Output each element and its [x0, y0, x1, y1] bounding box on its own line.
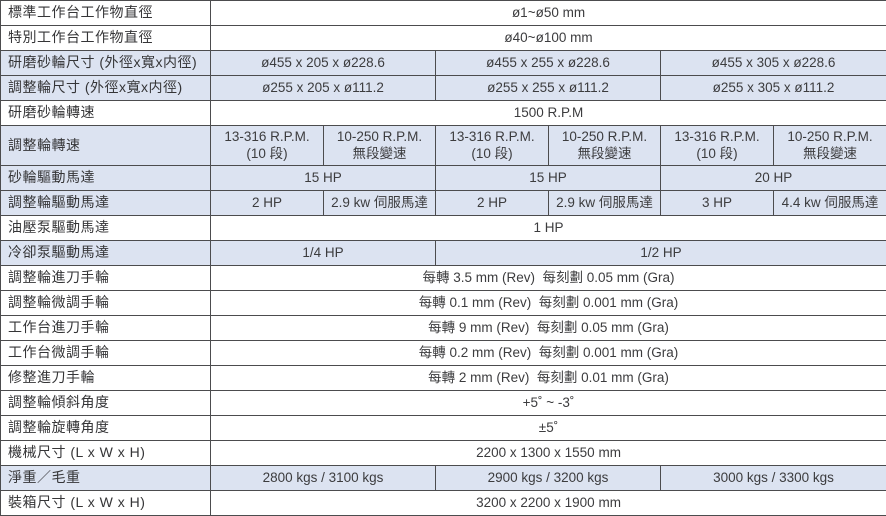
spec-value: 10-250 R.P.M. 無段變速	[774, 126, 886, 166]
spec-value: 1/4 HP	[211, 241, 436, 266]
spec-label: 裝箱尺寸 (L x W x H)	[1, 491, 211, 516]
spec-label: 調整輪微調手輪	[1, 291, 211, 316]
spec-row: 調整輪傾斜角度+5˚ ~ -3˚	[1, 391, 886, 416]
spec-label: 修整進刀手輪	[1, 366, 211, 391]
spec-value: 1500 R.P.M	[211, 101, 886, 126]
spec-value: ø455 x 255 x ø228.6	[436, 51, 661, 76]
spec-value: 每轉 3.5 mm (Rev) 每刻劃 0.05 mm (Gra)	[211, 266, 886, 291]
spec-value: 3200 x 2200 x 1900 mm	[211, 491, 886, 516]
spec-value: 2200 x 1300 x 1550 mm	[211, 441, 886, 466]
spec-label: 研磨砂輪尺寸 (外徑x寬x内徑)	[1, 51, 211, 76]
spec-value: 1/2 HP	[436, 241, 886, 266]
spec-value: ø255 x 205 x ø111.2	[211, 76, 436, 101]
spec-value: ø455 x 205 x ø228.6	[211, 51, 436, 76]
spec-value: ø255 x 305 x ø111.2	[661, 76, 886, 101]
spec-row: 調整輪微調手輪每轉 0.1 mm (Rev) 每刻劃 0.001 mm (Gra…	[1, 291, 886, 316]
spec-value: 10-250 R.P.M. 無段變速	[549, 126, 661, 166]
spec-value: 3 HP	[661, 191, 774, 216]
spec-value: 2.9 kw 伺服馬達	[549, 191, 661, 216]
spec-label: 調整輪尺寸 (外徑x寬x内徑)	[1, 76, 211, 101]
spec-value: 2900 kgs / 3200 kgs	[436, 466, 661, 491]
spec-value: 15 HP	[436, 166, 661, 191]
spec-value: 每轉 0.1 mm (Rev) 每刻劃 0.001 mm (Gra)	[211, 291, 886, 316]
spec-label: 工作台進刀手輪	[1, 316, 211, 341]
spec-label: 調整輪傾斜角度	[1, 391, 211, 416]
spec-row: 工作台進刀手輪每轉 9 mm (Rev) 每刻劃 0.05 mm (Gra)	[1, 316, 886, 341]
spec-value: 13-316 R.P.M. (10 段)	[661, 126, 774, 166]
spec-value: 1 HP	[211, 216, 886, 241]
spec-row: 調整輪進刀手輪每轉 3.5 mm (Rev) 每刻劃 0.05 mm (Gra)	[1, 266, 886, 291]
spec-row: 修整進刀手輪每轉 2 mm (Rev) 每刻劃 0.01 mm (Gra)	[1, 366, 886, 391]
spec-row: 工作台微調手輪每轉 0.2 mm (Rev) 每刻劃 0.001 mm (Gra…	[1, 341, 886, 366]
spec-value: 3000 kgs / 3300 kgs	[661, 466, 886, 491]
spec-value: 20 HP	[661, 166, 886, 191]
spec-value: 2 HP	[211, 191, 324, 216]
spec-value: 每轉 9 mm (Rev) 每刻劃 0.05 mm (Gra)	[211, 316, 886, 341]
spec-value: 2.9 kw 伺服馬達	[324, 191, 436, 216]
spec-value: ø255 x 255 x ø111.2	[436, 76, 661, 101]
spec-label: 調整輪驅動馬達	[1, 191, 211, 216]
spec-value: ø1~ø50 mm	[211, 1, 886, 26]
spec-value: +5˚ ~ -3˚	[211, 391, 886, 416]
spec-value: ±5˚	[211, 416, 886, 441]
spec-value: 13-316 R.P.M. (10 段)	[211, 126, 324, 166]
spec-label: 調整輪進刀手輪	[1, 266, 211, 291]
spec-label: 特別工作台工作物直徑	[1, 26, 211, 51]
spec-label: 調整輪旋轉角度	[1, 416, 211, 441]
spec-label: 砂輪驅動馬達	[1, 166, 211, 191]
spec-row: 機械尺寸 (L x W x H)2200 x 1300 x 1550 mm	[1, 441, 886, 466]
spec-value: 13-316 R.P.M. (10 段)	[436, 126, 549, 166]
spec-label: 淨重／毛重	[1, 466, 211, 491]
spec-value: 每轉 0.2 mm (Rev) 每刻劃 0.001 mm (Gra)	[211, 341, 886, 366]
spec-value: ø455 x 305 x ø228.6	[661, 51, 886, 76]
spec-value: ø40~ø100 mm	[211, 26, 886, 51]
spec-value: 每轉 2 mm (Rev) 每刻劃 0.01 mm (Gra)	[211, 366, 886, 391]
spec-label: 機械尺寸 (L x W x H)	[1, 441, 211, 466]
spec-label: 調整輪轉速	[1, 126, 211, 166]
spec-value: 2800 kgs / 3100 kgs	[211, 466, 436, 491]
spec-value: 10-250 R.P.M. 無段變速	[324, 126, 436, 166]
spec-label: 油壓泵驅動馬達	[1, 216, 211, 241]
spec-label: 冷卻泵驅動馬達	[1, 241, 211, 266]
spec-label: 工作台微調手輪	[1, 341, 211, 366]
spec-label: 研磨砂輪轉速	[1, 101, 211, 126]
spec-row: 調整輪旋轉角度±5˚	[1, 416, 886, 441]
spec-label: 標準工作台工作物直徑	[1, 1, 211, 26]
spec-value: 2 HP	[436, 191, 549, 216]
spec-value: 15 HP	[211, 166, 436, 191]
spec-value: 4.4 kw 伺服馬達	[774, 191, 886, 216]
spec-row: 裝箱尺寸 (L x W x H)3200 x 2200 x 1900 mm	[1, 491, 886, 516]
